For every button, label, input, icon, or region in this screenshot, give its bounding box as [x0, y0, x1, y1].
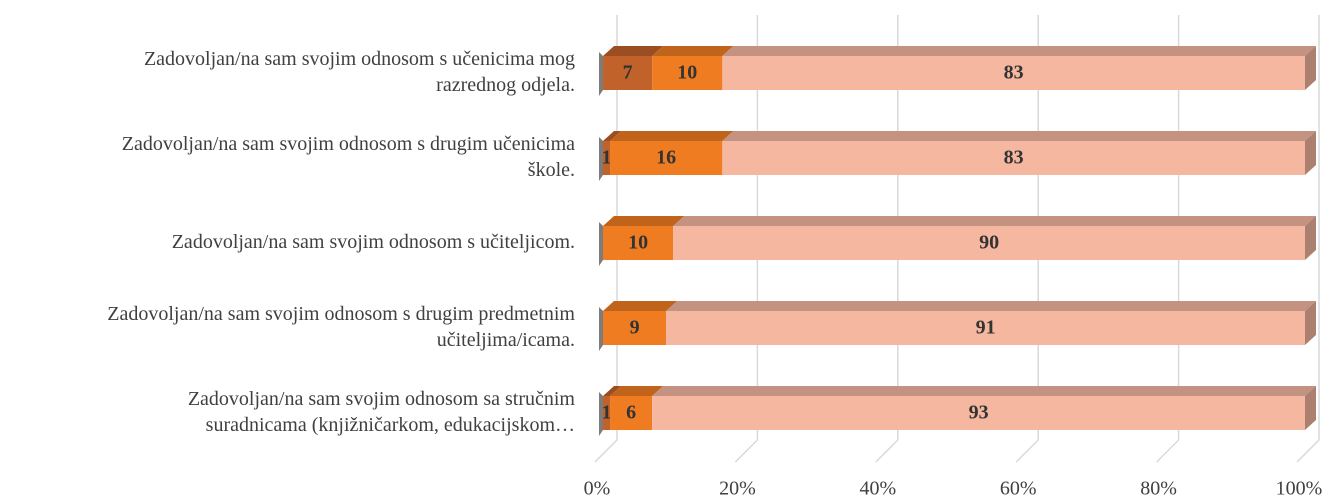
value-label: 7 — [623, 62, 633, 84]
category-label: Zadovoljan/na sam svojim odnosom sa stru… — [188, 388, 576, 436]
bar-top — [603, 301, 678, 311]
x-tick-label: 60% — [1000, 478, 1037, 500]
x-tick-label: 20% — [719, 478, 756, 500]
grid-line — [1296, 15, 1320, 463]
value-label: 93 — [969, 402, 989, 424]
x-tick-label: 100% — [1276, 478, 1323, 500]
x-tick-label: 80% — [1140, 478, 1177, 500]
category-line: Zadovoljan/na sam svojim odnosom s drugi… — [107, 303, 575, 325]
bar-top — [603, 46, 664, 56]
category-label: Zadovoljan/na sam svojim odnosom s učite… — [172, 231, 575, 253]
bar-start-shadow — [599, 392, 603, 436]
category-label: Zadovoljan/na sam svojim odnosom s učeni… — [144, 48, 575, 96]
value-label: 16 — [656, 147, 676, 169]
bar — [603, 141, 611, 175]
category-label: Zadovoljan/na sam svojim odnosom s drugi… — [107, 303, 575, 351]
bar — [673, 226, 1305, 260]
bar-end — [1305, 301, 1316, 345]
bar-start-shadow — [599, 137, 603, 181]
bar — [603, 56, 653, 90]
value-label: 83 — [1004, 147, 1024, 169]
category-line: Zadovoljan/na sam svojim odnosom s učeni… — [144, 48, 575, 70]
bar-end — [1305, 131, 1316, 175]
bar — [652, 56, 723, 90]
bar — [603, 396, 611, 430]
bar-top — [610, 131, 734, 141]
bar — [603, 226, 674, 260]
bar — [722, 56, 1305, 90]
value-label: 1 — [602, 147, 612, 169]
bar — [610, 141, 723, 175]
x-tick-label: 40% — [859, 478, 896, 500]
category-line: suradnicama (knjižničarkom, edukacijskom… — [206, 414, 575, 436]
bar-top — [603, 386, 622, 396]
bar-top — [603, 131, 622, 141]
value-label: 6 — [626, 402, 636, 424]
bar-top — [610, 386, 664, 396]
bar — [666, 311, 1305, 345]
value-label: 10 — [677, 62, 697, 84]
value-label: 1 — [602, 402, 612, 424]
category-line: Zadovoljan/na sam svojim odnosom s drugi… — [122, 133, 575, 155]
bar-top — [652, 386, 1316, 396]
category-line: Zadovoljan/na sam svojim odnosom sa stru… — [188, 388, 576, 410]
bar — [652, 396, 1305, 430]
category-line: razrednog odjela. — [436, 74, 575, 96]
bar-start-shadow — [599, 52, 603, 96]
bar-end — [1305, 216, 1316, 260]
bar-end — [1305, 386, 1316, 430]
bar-start-shadow — [599, 222, 603, 266]
value-label: 9 — [630, 317, 640, 339]
bar — [722, 141, 1305, 175]
value-label: 10 — [628, 232, 648, 254]
bar — [603, 311, 667, 345]
bar-end — [1305, 46, 1316, 90]
bar-top — [673, 216, 1316, 226]
value-label: 90 — [979, 232, 999, 254]
bar-top — [652, 46, 734, 56]
bar-top — [722, 46, 1316, 56]
category-line: učiteljima/icama. — [437, 329, 575, 351]
bar-top — [603, 216, 685, 226]
value-label: 91 — [976, 317, 996, 339]
value-label: 83 — [1004, 62, 1024, 84]
category-label: Zadovoljan/na sam svojim odnosom s drugi… — [122, 133, 575, 181]
bar-start-shadow — [599, 307, 603, 351]
bar-top — [722, 131, 1316, 141]
bar-top — [666, 301, 1316, 311]
bar — [610, 396, 653, 430]
category-line: Zadovoljan/na sam svojim odnosom s učite… — [172, 231, 575, 253]
x-tick-label: 0% — [584, 478, 611, 500]
category-line: škole. — [528, 159, 575, 181]
